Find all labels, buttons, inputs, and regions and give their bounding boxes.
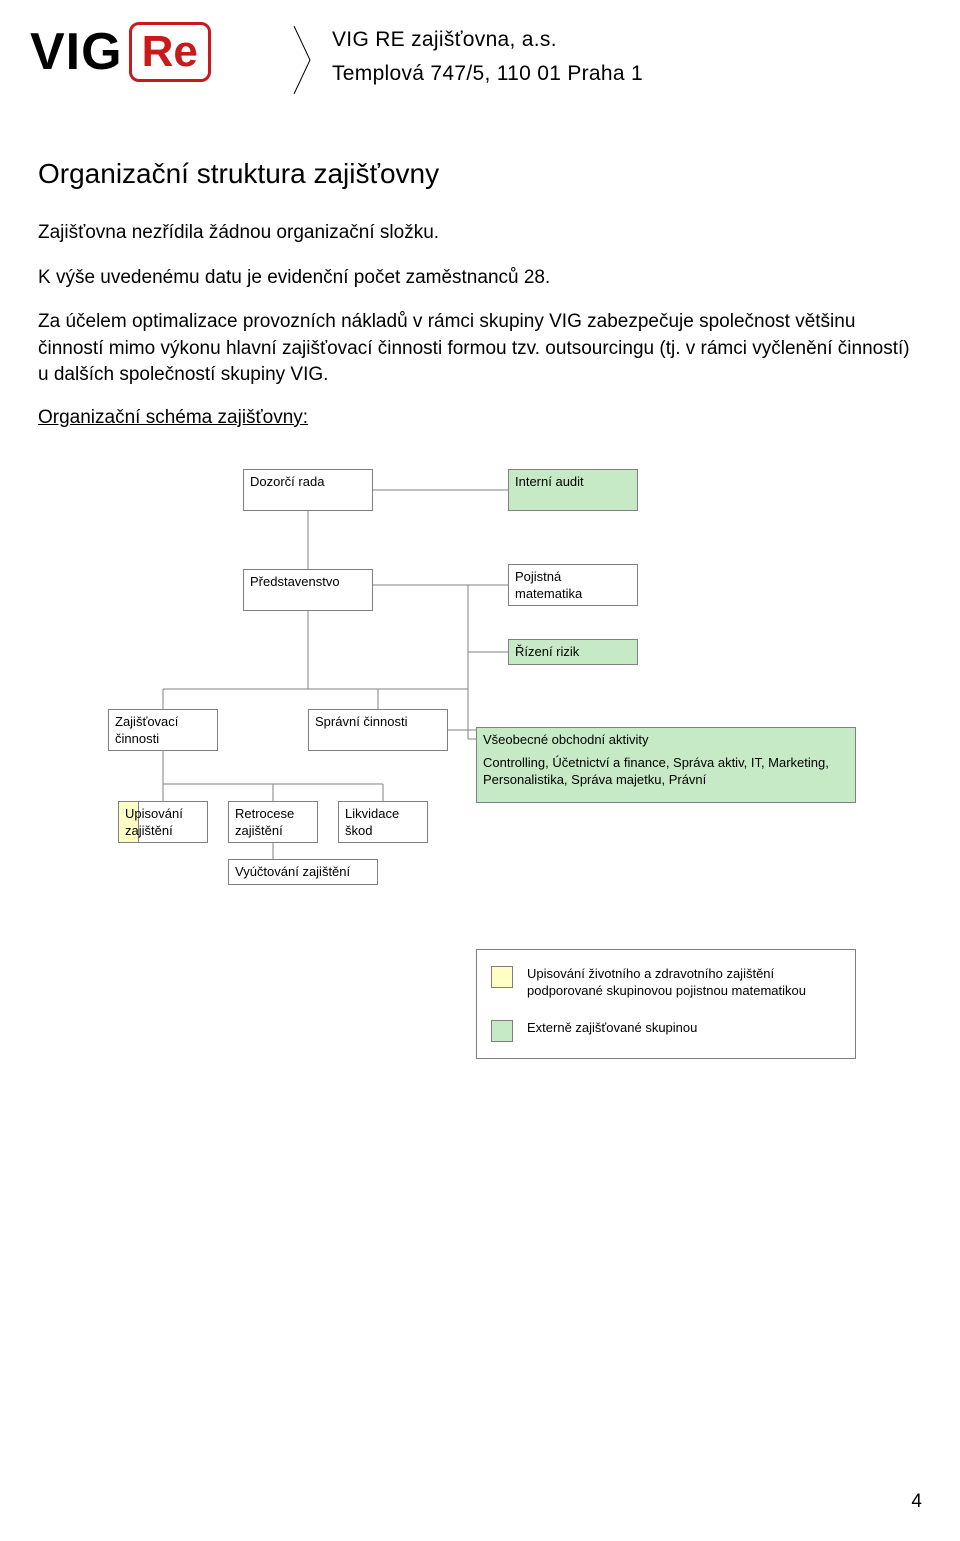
logo-re-text: Re bbox=[142, 27, 198, 76]
node-predstavenstvo: Představenstvo bbox=[243, 569, 373, 611]
schema-label: Organizační schéma zajišťovny: bbox=[38, 407, 922, 429]
node-retrocese-zajisteni: Retrocese zajištění bbox=[228, 801, 318, 843]
paragraph-3: Za účelem optimalizace provozních náklad… bbox=[38, 309, 922, 389]
vseobecne-body: Controlling, Účetnictví a finance, Správ… bbox=[483, 755, 849, 789]
node-spravni-cinnosti: Správní činnosti bbox=[308, 709, 448, 751]
logo-vig-text: VIG bbox=[30, 22, 123, 82]
page-header: VIG Re VIG RE zajišťovna, a.s. Templová … bbox=[0, 0, 960, 98]
org-chart: Dozorčí rada Interní audit Představenstv… bbox=[88, 469, 908, 1109]
legend-item-green: Externě zajišťované skupinou bbox=[491, 1020, 841, 1042]
node-dozorci-rada: Dozorčí rada bbox=[243, 469, 373, 511]
logo-re-box: Re bbox=[129, 22, 211, 82]
company-address: Templová 747/5, 110 01 Praha 1 bbox=[332, 62, 643, 86]
node-likvidace-skod: Likvidace škod bbox=[338, 801, 428, 843]
legend-text-green: Externě zajišťované skupinou bbox=[527, 1020, 697, 1037]
node-zajistovaci-cinnosti: Zajišťovací činnosti bbox=[108, 709, 218, 751]
legend-box: Upisování životního a zdravotního zajišt… bbox=[476, 949, 856, 1059]
node-interni-audit: Interní audit bbox=[508, 469, 638, 511]
page-number: 4 bbox=[911, 1491, 922, 1513]
node-upisovani-zajisteni: Upisování zajištění bbox=[118, 801, 208, 843]
header-text-block: VIG RE zajišťovna, a.s. Templová 747/5, … bbox=[332, 22, 643, 86]
paragraph-2: K výše uvedenému datu je evidenční počet… bbox=[38, 265, 922, 292]
node-pojistna-matematika: Pojistná matematika bbox=[508, 564, 638, 606]
legend-text-yellow: Upisování životního a zdravotního zajišt… bbox=[527, 966, 841, 1000]
legend-item-yellow: Upisování životního a zdravotního zajišt… bbox=[491, 966, 841, 1000]
node-rizeni-rizik: Řízení rizik bbox=[508, 639, 638, 665]
company-name: VIG RE zajišťovna, a.s. bbox=[332, 28, 643, 52]
swatch-yellow bbox=[491, 966, 513, 988]
node-vyuctovani-zajisteni: Vyúčtování zajištění bbox=[228, 859, 378, 885]
chevron-icon bbox=[290, 22, 314, 98]
vseobecne-title: Všeobecné obchodní aktivity bbox=[483, 732, 849, 749]
node-vseobecne-aktivity: Všeobecné obchodní aktivity Controlling,… bbox=[476, 727, 856, 803]
content: Organizační struktura zajišťovny Zajišťo… bbox=[0, 98, 960, 1109]
paragraph-1: Zajišťovna nezřídila žádnou organizační … bbox=[38, 220, 922, 247]
swatch-green bbox=[491, 1020, 513, 1042]
page-title: Organizační struktura zajišťovny bbox=[38, 158, 922, 190]
logo: VIG Re bbox=[30, 22, 260, 82]
